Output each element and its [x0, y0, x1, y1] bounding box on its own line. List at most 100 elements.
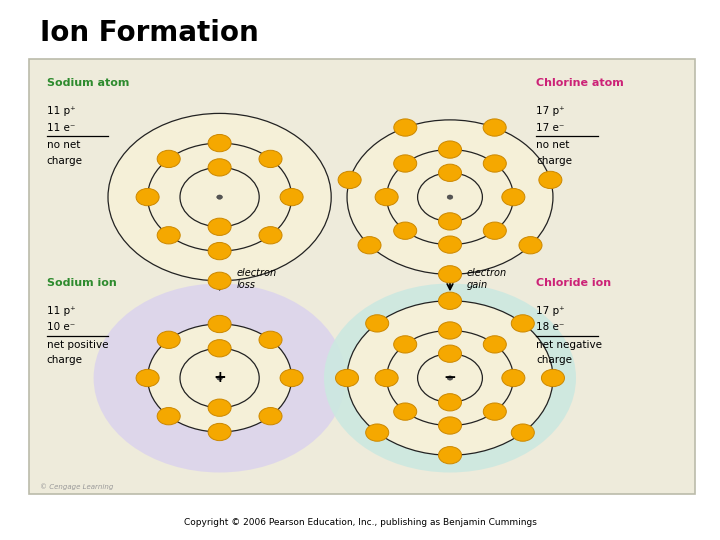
Circle shape — [483, 119, 506, 136]
Circle shape — [324, 284, 576, 472]
Text: charge: charge — [536, 355, 572, 366]
Text: electron
gain: electron gain — [467, 268, 507, 290]
Circle shape — [541, 369, 564, 387]
Circle shape — [208, 423, 231, 441]
Text: 10 e⁻: 10 e⁻ — [47, 322, 75, 333]
Text: 18 e⁻: 18 e⁻ — [536, 322, 564, 333]
Text: Ion Formation: Ion Formation — [40, 19, 258, 47]
Text: 11 p⁺: 11 p⁺ — [47, 106, 76, 117]
Text: 11 e⁻: 11 e⁻ — [47, 123, 75, 133]
Text: no net: no net — [47, 140, 80, 151]
Circle shape — [394, 119, 417, 136]
Circle shape — [259, 227, 282, 244]
Circle shape — [483, 403, 506, 420]
Circle shape — [502, 188, 525, 206]
Text: +: + — [213, 370, 226, 386]
Circle shape — [438, 345, 462, 362]
Circle shape — [136, 369, 159, 387]
Circle shape — [208, 242, 231, 260]
Circle shape — [375, 188, 398, 206]
Circle shape — [280, 188, 303, 206]
Circle shape — [136, 188, 159, 206]
Circle shape — [338, 171, 361, 188]
Text: −: − — [444, 370, 456, 386]
Circle shape — [208, 340, 231, 357]
Circle shape — [394, 403, 417, 420]
Circle shape — [438, 164, 462, 181]
Circle shape — [108, 113, 331, 281]
Circle shape — [511, 315, 534, 332]
Circle shape — [375, 369, 398, 387]
Text: © Cengage Learning: © Cengage Learning — [40, 483, 113, 490]
Circle shape — [519, 237, 542, 254]
Circle shape — [394, 336, 417, 353]
Circle shape — [366, 315, 389, 332]
Circle shape — [438, 322, 462, 339]
Circle shape — [157, 331, 180, 348]
Circle shape — [336, 369, 359, 387]
Circle shape — [148, 324, 292, 432]
Text: Chlorine atom: Chlorine atom — [536, 78, 624, 89]
Circle shape — [347, 120, 553, 274]
Text: no net: no net — [536, 140, 570, 151]
Circle shape — [539, 171, 562, 188]
Circle shape — [438, 394, 462, 411]
Circle shape — [502, 369, 525, 387]
Circle shape — [208, 315, 231, 333]
Circle shape — [394, 155, 417, 172]
Circle shape — [511, 424, 534, 441]
Circle shape — [208, 272, 231, 289]
Text: net negative: net negative — [536, 340, 603, 350]
Circle shape — [418, 354, 482, 402]
Circle shape — [438, 447, 462, 464]
Circle shape — [483, 155, 506, 172]
Circle shape — [418, 173, 482, 221]
Text: Copyright © 2006 Pearson Education, Inc., publishing as Benjamin Cummings: Copyright © 2006 Pearson Education, Inc.… — [184, 518, 536, 528]
Circle shape — [208, 399, 231, 416]
Circle shape — [259, 331, 282, 348]
Circle shape — [208, 134, 231, 152]
Circle shape — [157, 150, 180, 167]
Text: charge: charge — [536, 156, 572, 166]
Text: Sodium ion: Sodium ion — [47, 278, 117, 288]
Text: net positive: net positive — [47, 340, 108, 350]
Text: Sodium atom: Sodium atom — [47, 78, 129, 89]
Circle shape — [447, 376, 453, 380]
Circle shape — [394, 222, 417, 239]
Circle shape — [366, 424, 389, 441]
Circle shape — [438, 236, 462, 253]
Circle shape — [387, 150, 513, 245]
Circle shape — [180, 167, 259, 227]
Circle shape — [217, 376, 222, 380]
Circle shape — [483, 336, 506, 353]
Circle shape — [157, 227, 180, 244]
Text: charge: charge — [47, 156, 83, 166]
Circle shape — [438, 292, 462, 309]
Text: 11 p⁺: 11 p⁺ — [47, 306, 76, 316]
FancyBboxPatch shape — [29, 59, 695, 494]
Text: 17 e⁻: 17 e⁻ — [536, 123, 564, 133]
Circle shape — [387, 330, 513, 426]
Circle shape — [447, 195, 453, 199]
Text: 17 p⁺: 17 p⁺ — [536, 306, 565, 316]
Circle shape — [148, 143, 292, 251]
Text: Chloride ion: Chloride ion — [536, 278, 611, 288]
Circle shape — [208, 159, 231, 176]
Circle shape — [259, 150, 282, 167]
Text: 17 p⁺: 17 p⁺ — [536, 106, 565, 117]
Circle shape — [438, 213, 462, 230]
Circle shape — [157, 408, 180, 425]
Text: electron
loss: electron loss — [236, 268, 276, 290]
Circle shape — [483, 222, 506, 239]
Circle shape — [438, 417, 462, 434]
Circle shape — [208, 218, 231, 235]
Circle shape — [280, 369, 303, 387]
Circle shape — [217, 195, 222, 199]
Circle shape — [438, 266, 462, 283]
Circle shape — [347, 301, 553, 455]
Circle shape — [358, 237, 381, 254]
Circle shape — [438, 141, 462, 158]
Text: charge: charge — [47, 355, 83, 366]
Circle shape — [259, 408, 282, 425]
Circle shape — [180, 348, 259, 408]
